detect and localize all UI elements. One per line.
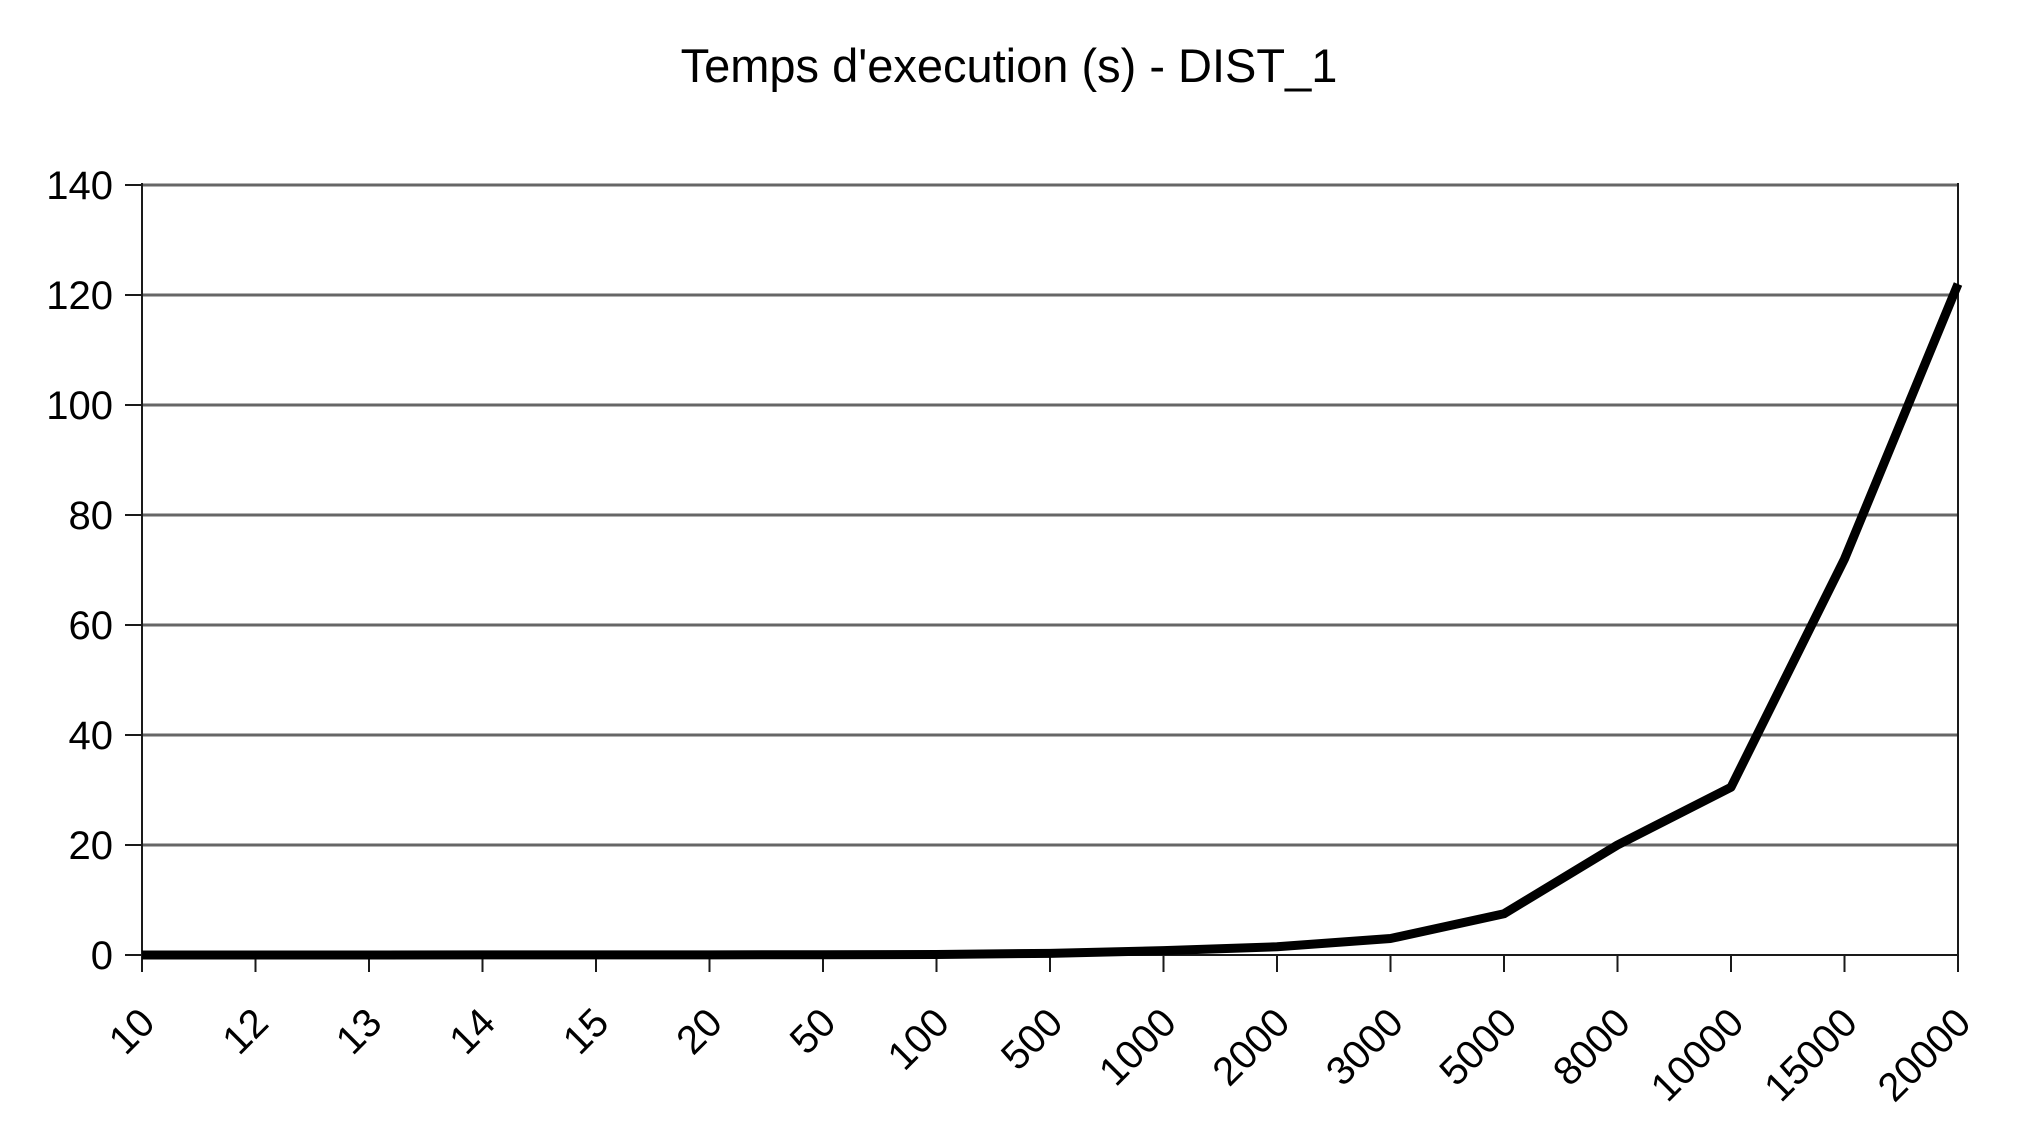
x-axis-label: 100	[880, 1000, 958, 1078]
x-axis-label: 15	[555, 1000, 618, 1063]
x-axis-label: 10000	[1643, 1000, 1753, 1110]
x-axis-label: 2000	[1204, 1000, 1298, 1094]
x-axis-label: 12	[214, 1000, 277, 1063]
x-axis-label: 20	[668, 1000, 731, 1063]
y-axis-label: 40	[69, 714, 114, 758]
x-axis-label: 15000	[1756, 1000, 1866, 1110]
x-axis-label: 1000	[1091, 1000, 1185, 1094]
x-axis-label: 3000	[1318, 1000, 1412, 1094]
x-axis-label: 50	[782, 1000, 845, 1063]
y-axis-label: 60	[69, 604, 114, 648]
x-axis-label: 500	[993, 1000, 1071, 1078]
x-axis-label: 13	[328, 1000, 391, 1063]
x-axis-label: 8000	[1545, 1000, 1639, 1094]
y-axis-label: 0	[91, 934, 113, 978]
x-axis-label: 5000	[1431, 1000, 1525, 1094]
x-axis-label: 14	[441, 1000, 504, 1063]
y-axis-label: 20	[69, 824, 114, 868]
x-axis-label: 20000	[1870, 1000, 1980, 1110]
chart-title: Temps d'execution (s) - DIST_1	[680, 39, 1338, 92]
y-axis-label: 140	[46, 164, 113, 208]
x-axis-label: 10	[101, 1000, 164, 1063]
y-axis-label: 120	[46, 274, 113, 318]
y-axis-label: 100	[46, 384, 113, 428]
y-axis-label: 80	[69, 494, 114, 538]
data-series-line	[142, 282, 1963, 960]
